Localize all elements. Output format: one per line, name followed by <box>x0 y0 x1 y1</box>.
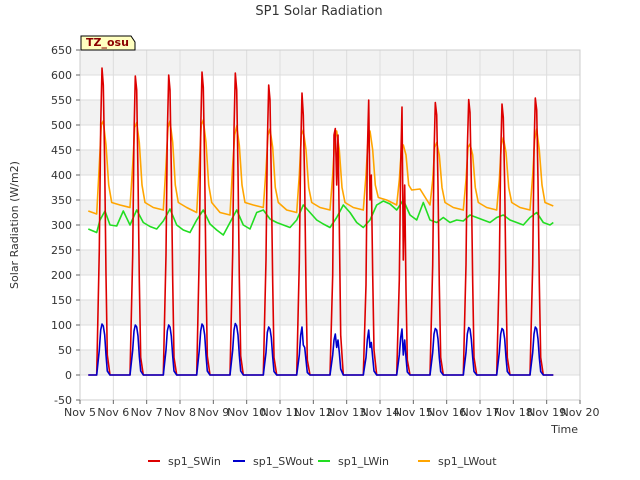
x-tick-label: Nov 20 <box>561 406 600 419</box>
plot-band <box>80 250 580 275</box>
plot-band <box>80 275 580 300</box>
series-lines <box>87 67 554 376</box>
plot-band <box>80 100 580 125</box>
plot-band <box>80 225 580 250</box>
plot-band <box>80 175 580 200</box>
y-tick-label: 500 <box>51 119 72 132</box>
y-axis: -50 0 50 100 150 200 250 300 350 400 450 500 550 600 6… <box>51 44 80 407</box>
x-tick-label: Nov 14 <box>361 406 400 419</box>
y-tick-label: 200 <box>51 269 72 282</box>
legend-label-sp1_SWin: sp1_SWin <box>168 455 221 468</box>
plot-band <box>80 125 580 150</box>
y-axis-title: Solar Radiation (W/m2) <box>8 161 21 289</box>
y-tick-label: 400 <box>51 169 72 182</box>
x-tick-label: Nov 18 <box>494 406 533 419</box>
y-tick-label: 100 <box>51 319 72 332</box>
x-tick-label: Nov 11 <box>261 406 300 419</box>
y-tick-label: 600 <box>51 69 72 82</box>
x-tick-label: Nov 13 <box>327 406 366 419</box>
x-tick-label: Nov 15 <box>394 406 433 419</box>
tz-badge-label: TZ_osu <box>86 36 129 49</box>
y-tick-label: 50 <box>58 344 72 357</box>
plot-band <box>80 375 580 400</box>
x-tick-label: Nov 16 <box>427 406 466 419</box>
x-tick-label: Nov 6 <box>97 406 129 419</box>
x-tick-label: Nov 12 <box>294 406 333 419</box>
y-tick-label: -50 <box>54 394 72 407</box>
x-tick-label: Nov 17 <box>461 406 500 419</box>
plot-band <box>80 75 580 100</box>
y-tick-label: 350 <box>51 194 72 207</box>
y-tick-label: 150 <box>51 294 72 307</box>
y-tick-label: 0 <box>65 369 72 382</box>
legend-label-sp1_LWin: sp1_LWin <box>338 455 389 468</box>
legend-label-sp1_LWout: sp1_LWout <box>438 455 497 468</box>
x-tick-label: Nov 8 <box>164 406 196 419</box>
plot-band <box>80 50 580 75</box>
x-axis-title: Time <box>550 423 578 436</box>
x-tick-label: Nov 9 <box>197 406 229 419</box>
series-line-sp1_SWout <box>88 322 554 376</box>
tz-badge: TZ_osu <box>80 35 136 51</box>
y-tick-label: 650 <box>51 44 72 57</box>
series-line-sp1_LWin <box>87 199 554 236</box>
chart-title: SP1 Solar Radiation <box>255 4 382 19</box>
y-tick-label: 550 <box>51 94 72 107</box>
plot-band <box>80 300 580 325</box>
legend-label-sp1_SWout: sp1_SWout <box>253 455 314 468</box>
legend: sp1_SWin sp1_SWout sp1_LWin sp1_LWout <box>148 455 497 468</box>
x-tick-label: Nov 5 <box>64 406 96 419</box>
x-tick-label: Nov 19 <box>527 406 566 419</box>
x-tick-label: Nov 7 <box>131 406 163 419</box>
y-tick-label: 250 <box>51 244 72 257</box>
plot-band <box>80 150 580 175</box>
y-tick-label: 450 <box>51 144 72 157</box>
x-tick-label: Nov 10 <box>227 406 266 419</box>
y-tick-label: 300 <box>51 219 72 232</box>
